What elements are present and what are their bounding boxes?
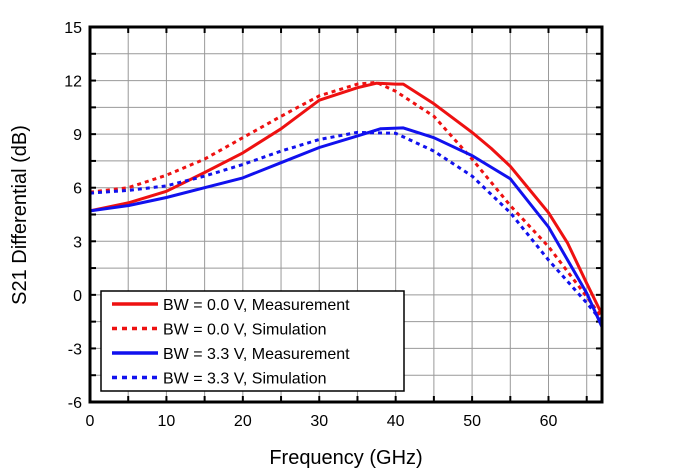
x-tick-label: 20 [234, 413, 252, 430]
y-axis-label: S21 Differential (dB) [9, 125, 31, 305]
x-tick-label: 30 [310, 413, 328, 430]
y-tick-label: -6 [68, 395, 82, 412]
legend: BW = 0.0 V, Measurement BW = 0.0 V, Simul… [100, 290, 405, 392]
y-tick-label: 9 [73, 127, 82, 144]
series-line [89, 130, 604, 323]
x-tick-label: 10 [158, 413, 176, 430]
x-tick-label: 60 [540, 413, 558, 430]
legend-box [100, 290, 405, 392]
y-tick-label: 15 [64, 20, 82, 37]
series-line [89, 81, 604, 316]
plot-frame [88, 25, 604, 404]
x-axis-label: Frequency (GHz) [269, 447, 422, 469]
legend-entry: BW = 0.0 V, Simulation [163, 322, 327, 339]
x-tick-label: 50 [463, 413, 481, 430]
tick-labels: 0 10 20 30 40 50 60 -6 -3 0 3 6 9 12 15 [64, 20, 557, 430]
series-line [89, 80, 604, 319]
y-tick-label: 0 [73, 288, 82, 305]
y-tick-label: 6 [73, 181, 82, 198]
x-tick-label: 40 [387, 413, 405, 430]
legend-entry: BW = 3.3 V, Measurement [163, 346, 350, 363]
y-tick-label: 12 [64, 74, 82, 91]
legend-entry: BW = 0.0 V, Measurement [163, 297, 350, 314]
x-tick-label: 0 [86, 413, 95, 430]
legend-entry: BW = 3.3 V, Simulation [163, 371, 327, 388]
series-lines [89, 80, 604, 328]
y-tick-label: 3 [73, 234, 82, 251]
series-line [89, 126, 604, 328]
y-tick-label: -3 [68, 341, 82, 358]
